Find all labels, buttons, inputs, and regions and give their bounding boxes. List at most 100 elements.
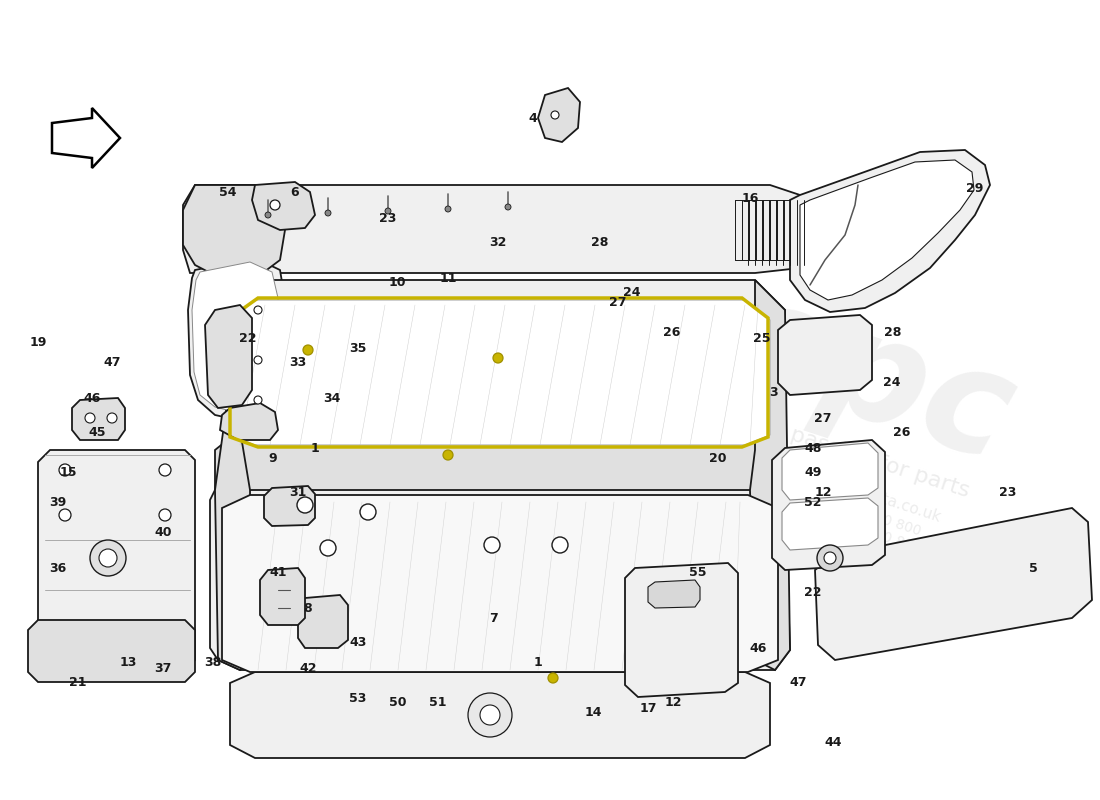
Text: 14: 14 (584, 706, 602, 719)
Text: 23: 23 (379, 211, 397, 225)
Text: 24: 24 (883, 377, 901, 390)
Text: 45: 45 (88, 426, 106, 439)
Text: 47: 47 (103, 355, 121, 369)
Circle shape (160, 509, 170, 521)
Text: 34: 34 (323, 391, 341, 405)
Text: 29: 29 (966, 182, 983, 194)
Text: 36: 36 (50, 562, 67, 574)
Text: 50: 50 (389, 697, 407, 710)
Polygon shape (778, 315, 872, 395)
Circle shape (85, 413, 95, 423)
Polygon shape (260, 568, 305, 625)
Text: 54: 54 (219, 186, 236, 199)
Circle shape (385, 208, 390, 214)
Text: 46: 46 (84, 391, 101, 405)
Text: 7: 7 (488, 611, 497, 625)
Polygon shape (750, 280, 790, 670)
Polygon shape (240, 280, 785, 450)
Circle shape (320, 540, 336, 556)
Polygon shape (772, 440, 886, 570)
Text: 48: 48 (804, 442, 822, 454)
Text: 23: 23 (999, 486, 1016, 499)
Text: 6: 6 (290, 186, 299, 199)
Text: 27: 27 (609, 297, 627, 310)
Text: 9: 9 (268, 451, 277, 465)
Circle shape (254, 356, 262, 364)
Text: 22: 22 (240, 331, 256, 345)
Polygon shape (183, 185, 285, 278)
Text: 19: 19 (30, 337, 46, 350)
Circle shape (817, 545, 843, 571)
Text: 3: 3 (769, 386, 778, 399)
Circle shape (270, 200, 280, 210)
Polygon shape (222, 495, 778, 672)
Circle shape (468, 693, 512, 737)
Polygon shape (625, 563, 738, 697)
Circle shape (160, 464, 170, 476)
Text: 28: 28 (592, 237, 608, 250)
Text: 51: 51 (429, 697, 447, 710)
Circle shape (107, 413, 117, 423)
Text: 26: 26 (663, 326, 681, 339)
Circle shape (265, 212, 271, 218)
Text: 25: 25 (754, 331, 771, 345)
Text: 10: 10 (388, 277, 406, 290)
Polygon shape (183, 185, 830, 273)
Polygon shape (790, 150, 990, 312)
Polygon shape (39, 450, 195, 672)
Text: 37: 37 (154, 662, 172, 674)
Circle shape (59, 509, 72, 521)
Circle shape (548, 673, 558, 683)
Circle shape (360, 504, 376, 520)
Polygon shape (815, 508, 1092, 660)
Circle shape (446, 206, 451, 212)
Polygon shape (232, 300, 770, 445)
Text: 52: 52 (804, 497, 822, 510)
Text: 31: 31 (289, 486, 307, 499)
Text: a passion for parts: a passion for parts (768, 418, 972, 502)
Polygon shape (648, 580, 700, 608)
Text: 33: 33 (289, 357, 307, 370)
Text: 39: 39 (50, 497, 67, 510)
Circle shape (824, 552, 836, 564)
Polygon shape (28, 620, 195, 682)
Text: 53: 53 (350, 691, 366, 705)
Circle shape (493, 353, 503, 363)
Polygon shape (214, 430, 785, 500)
Text: 55: 55 (690, 566, 706, 579)
Text: 21: 21 (69, 677, 87, 690)
Text: 46: 46 (749, 642, 767, 654)
Text: 42: 42 (299, 662, 317, 674)
Circle shape (480, 705, 501, 725)
Circle shape (551, 111, 559, 119)
Polygon shape (188, 258, 285, 420)
Text: 11: 11 (439, 271, 456, 285)
Polygon shape (192, 262, 278, 412)
Text: www.epcdata.co.uk: www.epcdata.co.uk (796, 465, 943, 525)
Circle shape (297, 497, 313, 513)
Text: 32: 32 (490, 237, 507, 250)
Text: 0115 9700 801: 0115 9700 801 (817, 510, 923, 556)
Circle shape (302, 345, 313, 355)
Polygon shape (210, 490, 790, 670)
Text: 5: 5 (1028, 562, 1037, 574)
Polygon shape (298, 595, 348, 648)
Text: 8: 8 (304, 602, 312, 614)
Text: 20: 20 (710, 451, 727, 465)
Text: 27: 27 (814, 411, 832, 425)
Text: 43: 43 (350, 637, 366, 650)
Polygon shape (264, 486, 315, 526)
Polygon shape (782, 498, 878, 550)
Polygon shape (205, 305, 252, 408)
Circle shape (552, 537, 568, 553)
Polygon shape (800, 160, 974, 300)
Text: 41: 41 (270, 566, 287, 579)
Text: 12: 12 (814, 486, 832, 499)
Text: 17: 17 (639, 702, 657, 714)
Circle shape (99, 549, 117, 567)
Text: 1: 1 (534, 657, 542, 670)
Text: 15: 15 (59, 466, 77, 479)
Text: 4: 4 (529, 111, 538, 125)
Polygon shape (252, 182, 315, 230)
Circle shape (90, 540, 126, 576)
